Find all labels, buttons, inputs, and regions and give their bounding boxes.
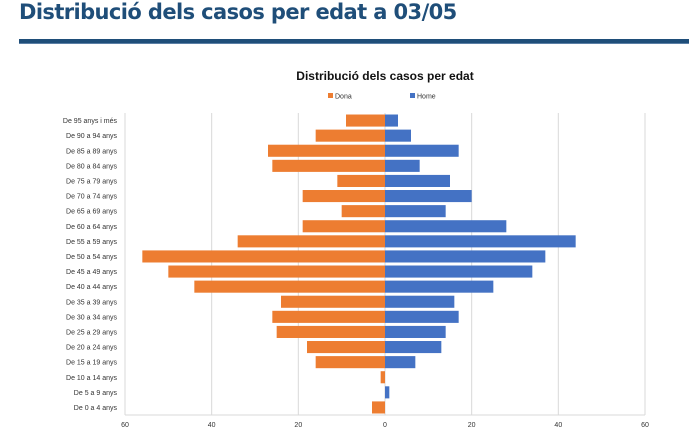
legend-label-home: Home xyxy=(417,94,436,101)
title-divider xyxy=(19,39,689,44)
bar-home xyxy=(385,295,455,308)
bar-dona xyxy=(268,144,385,157)
x-tick-label: 60 xyxy=(641,422,649,429)
bar-home xyxy=(385,129,411,142)
legend-swatch-home xyxy=(410,93,415,98)
bar-dona xyxy=(302,220,385,233)
chart-title: Distribució dels casos per edat xyxy=(296,69,473,83)
category-label: De 0 a 4 anys xyxy=(74,405,118,412)
category-label: De 45 a 49 anys xyxy=(66,269,117,276)
legend-label-dona: Dona xyxy=(335,94,352,101)
category-label: De 15 a 19 anys xyxy=(66,360,117,367)
category-label: De 75 a 79 anys xyxy=(66,178,117,185)
bar-home xyxy=(385,205,446,218)
category-label: De 20 a 24 anys xyxy=(66,345,117,352)
category-label: De 80 a 84 anys xyxy=(66,163,117,170)
bar-dona xyxy=(194,280,385,293)
bar-dona xyxy=(341,205,385,218)
bar-home xyxy=(385,341,442,354)
bar-dona xyxy=(272,310,385,323)
bar-dona xyxy=(168,265,385,278)
category-label: De 90 a 94 anys xyxy=(66,133,117,140)
bar-dona xyxy=(142,250,385,263)
bar-dona xyxy=(276,325,385,338)
bar-home xyxy=(385,190,472,203)
bar-home xyxy=(385,235,576,248)
x-tick-label: 40 xyxy=(208,422,216,429)
slide-title: Distribució dels casos per edat a 03/05 xyxy=(19,0,457,24)
category-label: De 60 a 64 anys xyxy=(66,224,117,231)
category-label: De 50 a 54 anys xyxy=(66,254,117,261)
bar-dona xyxy=(337,174,385,187)
bar-dona xyxy=(272,159,385,172)
bar-dona xyxy=(372,401,385,414)
x-axis-ticks: 60 40 20 0 20 40 60 xyxy=(121,422,649,429)
category-label: De 30 a 34 anys xyxy=(66,314,117,321)
category-label: De 65 a 69 anys xyxy=(66,209,117,216)
bar-home xyxy=(385,325,446,338)
category-label: De 25 a 29 anys xyxy=(66,329,117,336)
bar-home xyxy=(385,386,390,399)
category-label: De 70 a 74 anys xyxy=(66,194,117,201)
bar-dona xyxy=(302,190,385,203)
legend-swatch-dona xyxy=(328,93,333,98)
bar-home xyxy=(385,174,450,187)
category-label: De 35 a 39 anys xyxy=(66,299,117,306)
gridlines xyxy=(124,113,646,416)
bar-home xyxy=(385,280,494,293)
category-labels: De 0 a 4 anys De 5 a 9 anys De 10 a 14 any… xyxy=(63,118,118,412)
bar-dona xyxy=(237,235,385,248)
category-label: De 55 a 59 anys xyxy=(66,239,117,246)
bar-dona xyxy=(307,341,385,354)
bar-home xyxy=(385,220,507,233)
x-tick-label: 20 xyxy=(294,422,302,429)
category-label: De 95 anys i més xyxy=(63,118,118,125)
bar-home xyxy=(385,310,459,323)
x-tick-label: 40 xyxy=(554,422,562,429)
bar-dona xyxy=(315,129,385,142)
bar-home xyxy=(385,265,533,278)
bar-home xyxy=(385,159,420,172)
x-tick-label: 0 xyxy=(383,422,387,429)
category-label: De 40 a 44 anys xyxy=(66,284,117,291)
category-label: De 5 a 9 anys xyxy=(74,390,118,397)
x-tick-label: 20 xyxy=(468,422,476,429)
category-label: De 85 a 89 anys xyxy=(66,148,117,155)
bar-home xyxy=(385,144,459,157)
bar-dona xyxy=(281,295,385,308)
bar-home xyxy=(385,114,398,127)
bars xyxy=(142,114,576,414)
legend: Dona Home xyxy=(328,93,436,101)
bar-dona xyxy=(315,356,385,369)
bar-dona xyxy=(380,371,385,384)
category-label: De 10 a 14 anys xyxy=(66,375,117,382)
x-tick-label: 60 xyxy=(121,422,129,429)
bar-home xyxy=(385,356,416,369)
bar-dona xyxy=(346,114,385,127)
bar-home xyxy=(385,250,546,263)
